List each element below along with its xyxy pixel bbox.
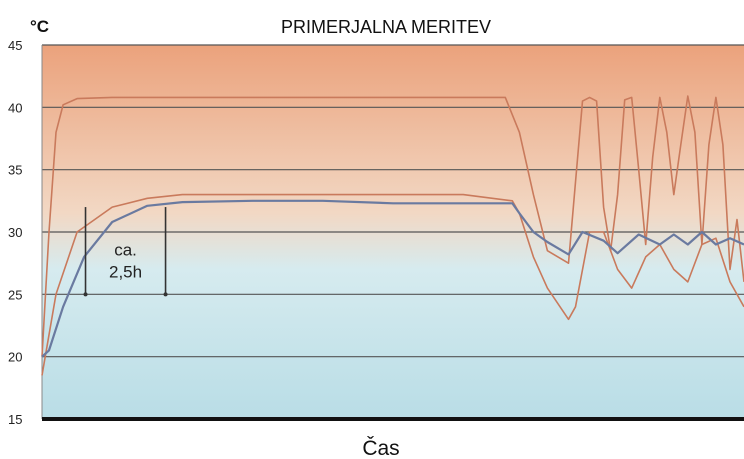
series-lines [41,95,744,376]
grid-lines [41,44,744,419]
y-tick-label: 15 [8,412,22,427]
annotation-text: ca. [114,241,137,260]
chart-title: PRIMERJALNA MERITEV [281,17,491,37]
duration-annotation: ca. 2,5h [83,207,168,297]
duration-marker-end [163,292,168,297]
y-unit-label: °C [30,17,49,36]
y-tick-label: 20 [8,350,22,365]
y-tick-label: 30 [8,225,22,240]
y-tick-label: 25 [8,287,22,302]
series-line-1 [41,95,744,357]
y-tick-label: 40 [8,100,22,115]
series-line-3 [41,199,744,358]
x-axis-label: Čas [362,437,399,459]
duration-marker-end [83,292,88,297]
annotation-text: 2,5h [109,263,142,282]
series-line-2 [41,193,744,376]
y-tick-labels: 15 20 25 30 35 40 45 [8,38,22,427]
y-tick-label: 35 [8,163,22,178]
y-tick-label: 45 [8,38,22,53]
